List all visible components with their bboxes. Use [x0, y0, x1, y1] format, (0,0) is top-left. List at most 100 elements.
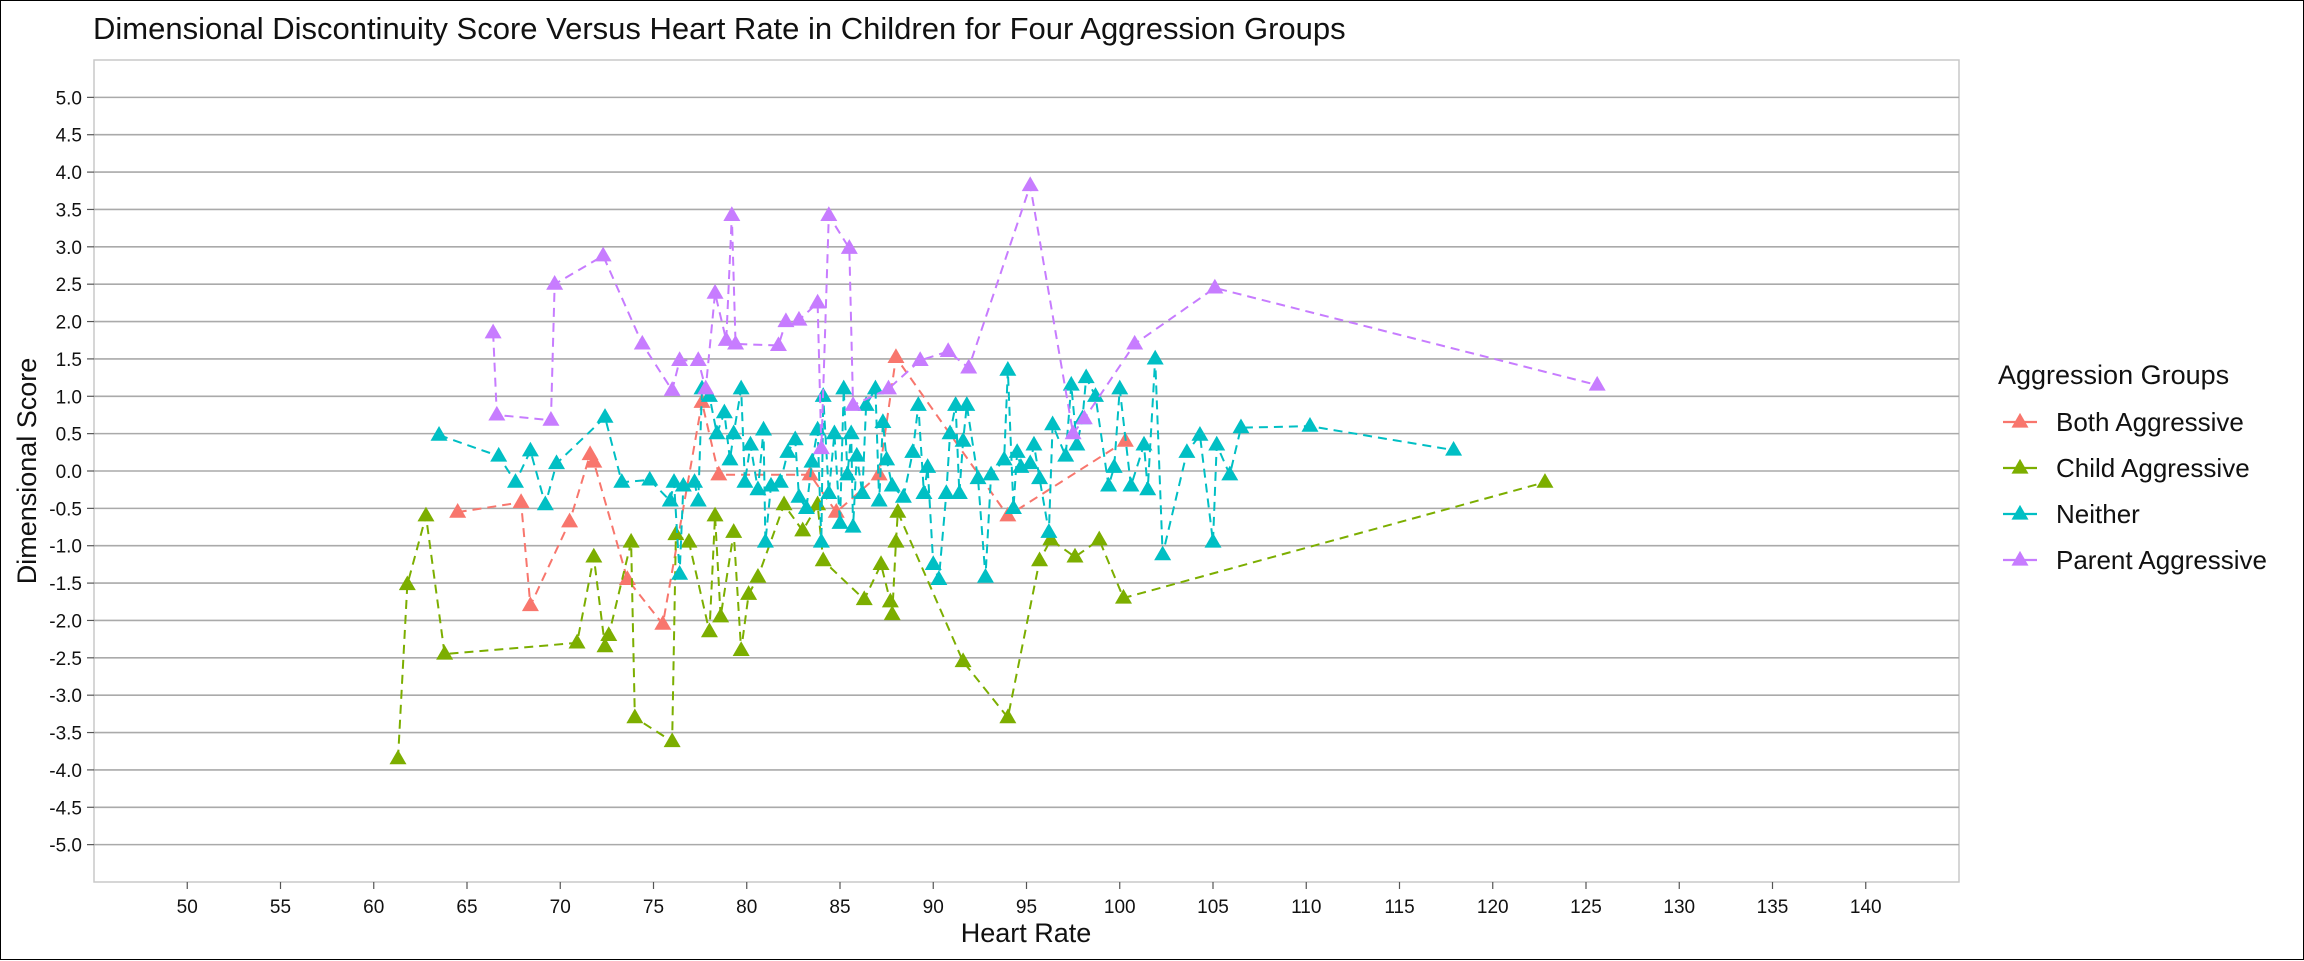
y-tick-label: -4.5	[49, 798, 82, 819]
data-point	[667, 525, 685, 541]
data-point	[1111, 379, 1129, 395]
x-tick-label: 125	[1570, 897, 1602, 918]
x-tick-label: 75	[643, 897, 664, 918]
data-point	[568, 633, 586, 649]
data-point	[755, 420, 773, 436]
data-point	[1204, 532, 1222, 548]
data-point	[1139, 480, 1157, 496]
data-point	[613, 473, 631, 488]
data-point	[820, 206, 838, 222]
data-point	[1021, 454, 1039, 470]
series-parent-aggressive	[484, 176, 1606, 455]
data-point	[732, 379, 750, 395]
data-point	[715, 403, 733, 419]
data-point	[1122, 476, 1140, 492]
data-point	[1025, 435, 1043, 451]
data-point	[812, 439, 830, 455]
data-point	[484, 323, 502, 339]
data-point	[512, 493, 530, 508]
data-point	[889, 502, 907, 518]
data-point	[919, 458, 937, 473]
data-point	[1066, 547, 1084, 563]
data-point	[999, 360, 1017, 376]
data-point	[436, 644, 454, 660]
data-point	[727, 334, 745, 350]
data-point	[417, 506, 435, 522]
data-point	[756, 532, 774, 548]
y-tick-label: -0.5	[49, 499, 82, 520]
data-point	[786, 430, 804, 446]
legend-label: Neither	[2056, 499, 2140, 529]
data-point	[1044, 415, 1062, 431]
data-point	[982, 465, 1000, 481]
data-point	[1090, 530, 1108, 546]
data-point	[723, 206, 741, 222]
data-point	[741, 435, 759, 451]
x-tick-label: 85	[829, 897, 850, 918]
y-tick-label: -2.5	[49, 649, 82, 670]
data-point	[430, 426, 448, 441]
data-point	[814, 551, 832, 567]
x-tick-label: 60	[363, 897, 384, 918]
data-point	[887, 532, 905, 548]
data-point	[1588, 375, 1606, 391]
legend-marker	[2011, 504, 2029, 520]
data-point	[542, 411, 560, 426]
y-axis-ticks: 5.0 4.5 4.0 3.5 3.0 2.5 2.0 1.5 1.0 0.5 0.0 -0.5 -1.…	[49, 88, 94, 857]
data-point	[779, 443, 797, 458]
x-tick-label: 130	[1663, 897, 1695, 918]
data-point	[762, 476, 780, 492]
series-neither	[430, 349, 1463, 585]
data-point	[947, 396, 965, 411]
x-tick-label: 100	[1104, 897, 1136, 918]
data-point	[855, 590, 873, 606]
data-point	[661, 491, 679, 507]
series-child-aggressive	[389, 473, 1554, 765]
data-point	[710, 465, 728, 481]
data-point	[887, 348, 905, 364]
data-point	[689, 491, 707, 507]
y-tick-label: 3.5	[56, 200, 82, 221]
data-point	[872, 555, 890, 571]
y-axis-title: Dimensional Score	[12, 358, 42, 585]
data-point	[600, 626, 618, 641]
data-point	[969, 469, 987, 485]
series-line	[492, 185, 1598, 449]
legend-label: Child Aggressive	[2056, 453, 2250, 483]
data-point	[1012, 458, 1030, 473]
data-point	[1232, 418, 1250, 434]
data-point	[909, 396, 927, 411]
data-point	[1135, 435, 1153, 451]
data-point	[536, 495, 554, 511]
data-point	[506, 473, 524, 488]
x-tick-label: 50	[177, 897, 198, 918]
legend-item: Both Aggressive	[2003, 407, 2244, 437]
data-point	[1208, 435, 1226, 451]
data-point	[671, 564, 689, 580]
data-point	[1114, 588, 1132, 604]
y-tick-label: -4.0	[49, 761, 82, 782]
x-tick-label: 65	[456, 897, 477, 918]
data-point	[585, 452, 603, 468]
data-point	[771, 473, 789, 488]
data-point	[596, 637, 614, 653]
data-point	[954, 431, 972, 447]
data-point	[548, 454, 566, 470]
data-point	[937, 484, 955, 500]
y-tick-label: 4.0	[56, 163, 82, 184]
data-point	[840, 239, 858, 254]
data-point	[749, 567, 767, 583]
data-point	[853, 484, 871, 500]
y-tick-label: 4.5	[56, 126, 82, 147]
data-point	[1154, 545, 1172, 561]
data-point	[585, 547, 603, 563]
data-point	[915, 484, 933, 500]
data-point	[995, 450, 1013, 466]
data-point	[1021, 176, 1039, 192]
data-point	[1301, 417, 1319, 432]
legend: Aggression Groups Both Aggressive Child A…	[1998, 360, 2267, 575]
data-point	[930, 570, 948, 585]
data-point	[848, 446, 866, 462]
data-point	[665, 473, 683, 488]
